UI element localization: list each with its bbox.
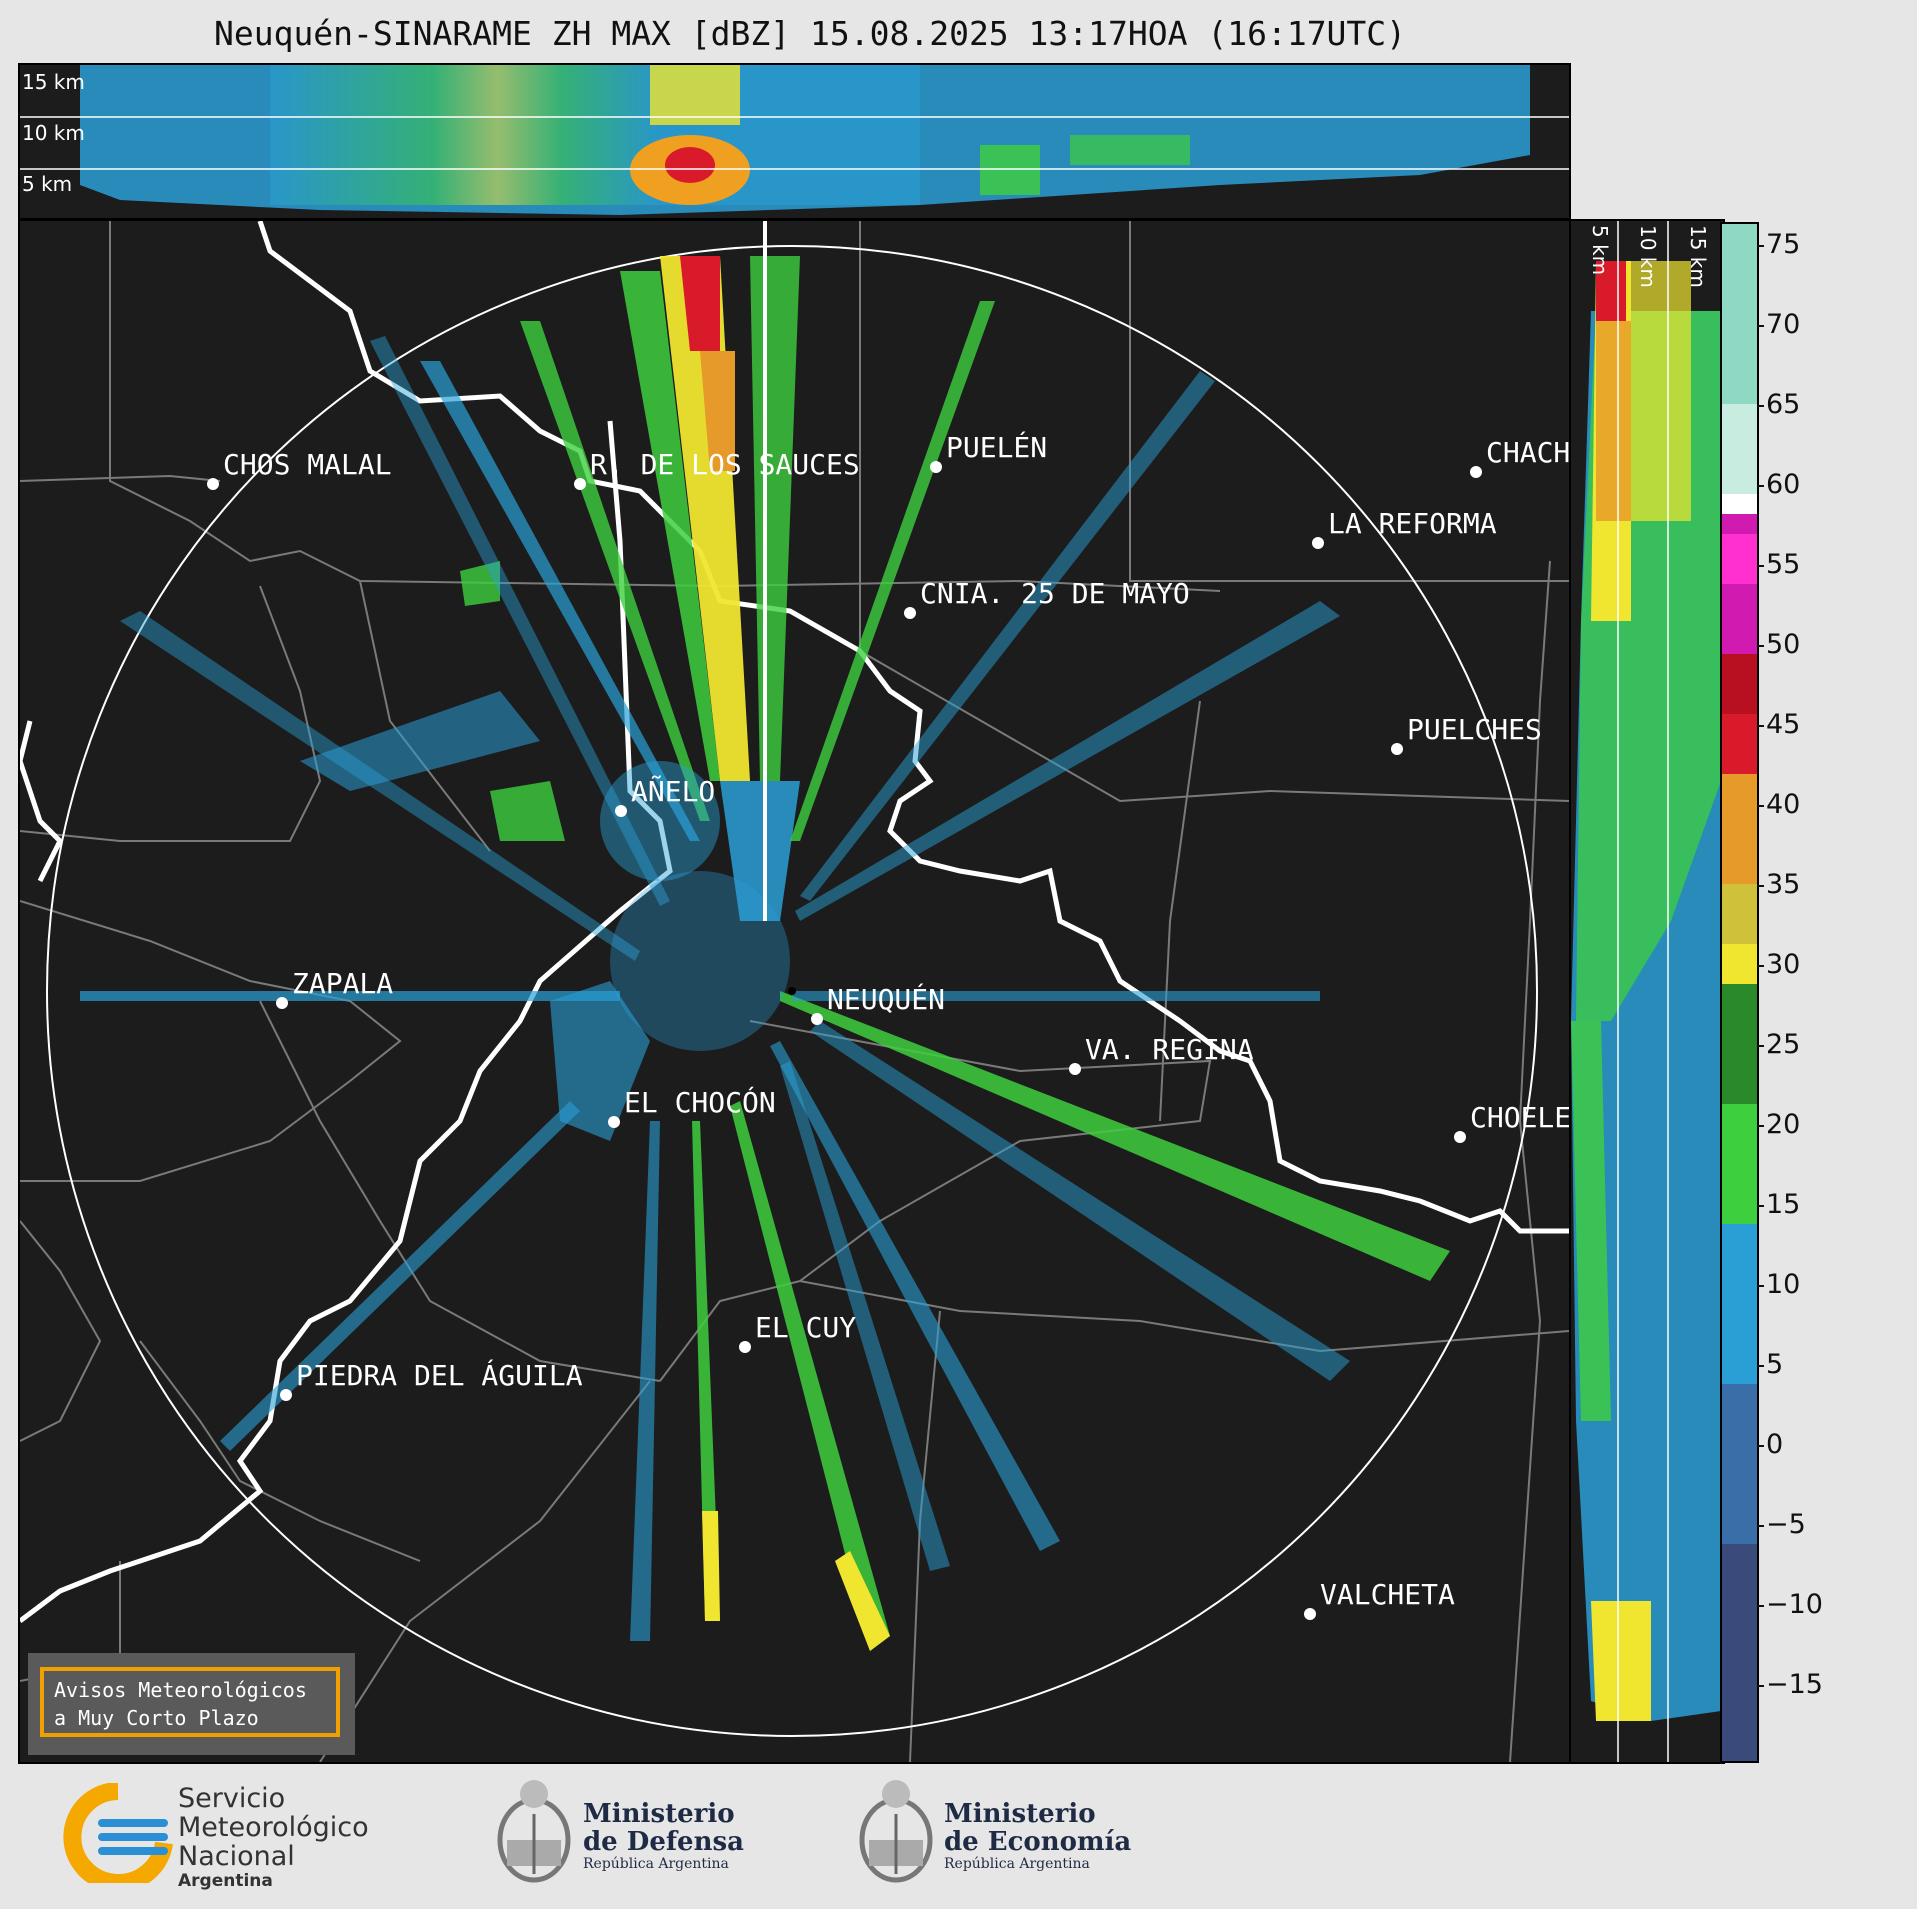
height-label-5km: 5 km — [22, 172, 72, 196]
tick-label: 70 — [1766, 309, 1801, 340]
side-height-label-10km: 10 km — [1636, 225, 1660, 288]
smn-line-2: Meteorológico — [178, 1812, 369, 1843]
tick-label: 60 — [1766, 469, 1801, 500]
side-height-label-5km: 5 km — [1588, 225, 1612, 275]
defensa-line-2: de Defensa — [583, 1827, 744, 1857]
side-cross-section-panel: 5 km 10 km 15 km — [1569, 219, 1725, 1764]
reflectivity-colorbar — [1720, 222, 1759, 1763]
tick-label: 55 — [1766, 549, 1801, 580]
colorbar-svg — [1722, 224, 1757, 1761]
tick-label: 10 — [1766, 1269, 1801, 1300]
tick-label: 0 — [1766, 1429, 1784, 1460]
economia-line-2: de Economía — [944, 1827, 1132, 1857]
place-label-valcheta: VALCHETA — [1320, 1578, 1455, 1611]
place-label-el-cuy: EL CUY — [755, 1311, 856, 1344]
tick-label: −10 — [1766, 1589, 1823, 1620]
coat-of-arms-icon — [859, 1780, 933, 1883]
radar-echoes — [80, 256, 1450, 1651]
place-label-rincon-de-los-sauces: R. DE LOS SAUCES — [590, 448, 860, 481]
range-ring — [46, 245, 1538, 1737]
tick-label: 75 — [1766, 229, 1801, 260]
place-markers — [207, 461, 1482, 1620]
tick-label: 25 — [1766, 1029, 1801, 1060]
tick-label: 5 — [1766, 1349, 1784, 1380]
place-label-colonia-25-de-mayo: CNIA. 25 DE MAYO — [920, 577, 1190, 610]
place-label-chos-malal: CHOS MALAL — [223, 448, 392, 481]
coat-of-arms-icon — [497, 1780, 571, 1883]
economia-line-3: República Argentina — [944, 1856, 1090, 1872]
place-label-choele-choel: CHOELE — [1470, 1101, 1569, 1134]
defensa-line-3: República Argentina — [583, 1856, 729, 1872]
river-boundary — [20, 221, 1569, 1623]
tick-label: 30 — [1766, 949, 1801, 980]
place-label-chachuen: CHACH — [1486, 436, 1569, 469]
smn-line-4: Argentina — [178, 1871, 273, 1891]
warning-line-2: a Muy Corto Plazo — [54, 1706, 259, 1730]
warning-line-1: Avisos Meteorológicos — [54, 1678, 307, 1702]
warning-box[interactable]: Avisos Meteorológicos a Muy Corto Plazo — [28, 1653, 355, 1755]
place-label-anelo: AÑELO — [631, 774, 715, 808]
warning-box-frame: Avisos Meteorológicos a Muy Corto Plazo — [40, 1667, 340, 1737]
tick-label: −15 — [1766, 1669, 1823, 1700]
smn-line-3: Nacional — [178, 1841, 295, 1872]
place-label-la-reforma: LA REFORMA — [1328, 507, 1497, 540]
tick-label: 35 — [1766, 869, 1801, 900]
tick-label: −5 — [1766, 1509, 1806, 1540]
height-label-10km: 10 km — [22, 121, 85, 145]
top-cross-section-svg: 15 km 10 km 5 km — [20, 65, 1569, 215]
tick-label: 40 — [1766, 789, 1801, 820]
side-cross-section-svg: 5 km 10 km 15 km — [1571, 221, 1721, 1762]
economia-line-1: Ministerio — [944, 1799, 1096, 1829]
tick-label: 65 — [1766, 389, 1801, 420]
radar-map-panel: CHOS MALAL R. DE LOS SAUCES PUELÉN CHACH… — [18, 219, 1571, 1764]
side-height-label-15km: 15 km — [1686, 225, 1710, 288]
radar-map-svg: CHOS MALAL R. DE LOS SAUCES PUELÉN CHACH… — [20, 221, 1569, 1762]
tick-label: 20 — [1766, 1109, 1801, 1140]
smn-logo-icon — [63, 1783, 173, 1883]
place-label-el-chocon: EL CHOCÓN — [624, 1085, 776, 1119]
place-label-villa-regina: VA. REGINA — [1085, 1033, 1254, 1066]
place-label-zapala: ZAPALA — [292, 967, 393, 1000]
height-label-15km: 15 km — [22, 70, 85, 94]
defensa-line-1: Ministerio — [583, 1799, 735, 1829]
place-label-puelches: PUELCHES — [1407, 713, 1542, 746]
tick-label: 50 — [1766, 629, 1801, 660]
page-title: Neuquén-SINARAME ZH MAX [dBZ] 15.08.2025… — [213, 14, 1407, 53]
smn-line-1: Servicio — [178, 1783, 286, 1814]
tick-label: 45 — [1766, 709, 1801, 740]
place-label-puelen: PUELÉN — [946, 430, 1047, 464]
tick-label: 15 — [1766, 1189, 1801, 1220]
place-label-piedra-del-aguila: PIEDRA DEL ÁGUILA — [296, 1358, 583, 1392]
top-cross-section-panel: 15 km 10 km 5 km — [18, 63, 1571, 220]
place-label-neuquen: NEUQUÉN — [827, 982, 945, 1016]
